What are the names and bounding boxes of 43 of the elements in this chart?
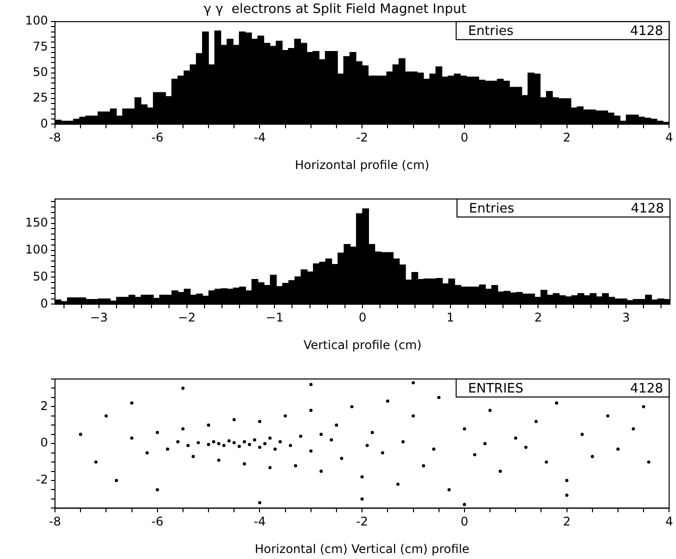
x-tick-label: 2 — [534, 310, 542, 325]
annotation: 4128 — [630, 24, 664, 39]
x-tick-label: -4 — [254, 130, 266, 145]
x-tick-label: −3 — [90, 310, 108, 325]
x-tick-label: 4 — [665, 130, 674, 145]
y-tick-label: 150 — [25, 215, 48, 230]
y-tick-label: 0 — [40, 436, 48, 450]
x-tick-label: -4 — [254, 514, 266, 529]
x-tick-label: 0 — [460, 130, 468, 145]
annotation: 4128 — [630, 381, 664, 396]
x-tick-label: -6 — [151, 514, 164, 529]
y-tick-label: 0 — [40, 116, 48, 130]
y-tick-label: 50 — [32, 269, 48, 284]
x-tick-label: -8 — [49, 514, 61, 529]
y-tick-label: -2 — [36, 472, 48, 487]
y-tick-label: 100 — [25, 242, 48, 256]
x-tick-label: −1 — [266, 310, 284, 325]
x-tick-label: 0 — [358, 310, 366, 325]
y-tick-label: 100 — [25, 14, 48, 28]
annotation: Entries — [469, 201, 515, 216]
y-tick-label: 0 — [40, 296, 48, 310]
annotation: Entries — [468, 24, 514, 39]
x-tick-label: -6 — [151, 130, 164, 145]
x-tick-label: 3 — [622, 310, 630, 325]
x-tick-label: 0 — [460, 514, 468, 529]
x-axis-title: Horizontal (cm) Vertical (cm) profile — [254, 542, 470, 556]
x-tick-label: -8 — [49, 130, 61, 145]
y-tick-label: 75 — [32, 39, 48, 54]
x-axis-title: Horizontal profile (cm) — [294, 158, 430, 172]
x-tick-label: −2 — [178, 310, 196, 325]
x-tick-label: 2 — [563, 130, 571, 145]
x-tick-label: -2 — [356, 514, 368, 529]
y-tick-label: 2 — [40, 398, 48, 413]
chart-title: γ γ electrons at Split Field Magnet Input — [204, 2, 466, 18]
x-tick-label: -2 — [356, 130, 368, 145]
y-tick-label: 50 — [32, 65, 48, 80]
x-tick-label: 1 — [446, 310, 454, 325]
annotation: ENTRIES — [468, 381, 524, 396]
y-tick-label: 25 — [32, 90, 48, 105]
x-tick-label: 4 — [665, 514, 674, 529]
annotation: 4128 — [630, 201, 664, 216]
x-axis-title: Vertical profile (cm) — [303, 338, 422, 352]
x-tick-label: 2 — [563, 514, 571, 529]
